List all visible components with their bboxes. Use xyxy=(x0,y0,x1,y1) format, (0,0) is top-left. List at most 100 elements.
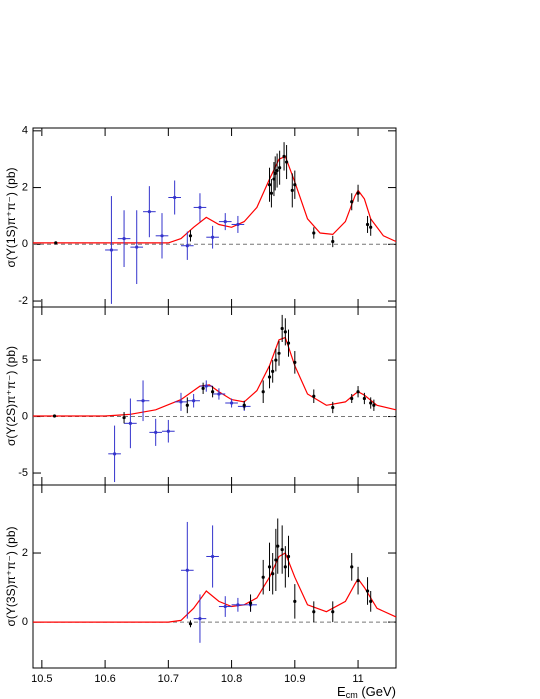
data-point xyxy=(350,200,354,204)
data-point xyxy=(356,191,360,195)
data-point xyxy=(52,414,57,418)
y-tick-label: 0 xyxy=(22,616,28,628)
data-point xyxy=(198,205,202,210)
y-axis-label: σ(Υ(1S)π⁺π⁻) (pb) xyxy=(4,168,18,268)
plot-frame xyxy=(32,484,397,669)
data-point xyxy=(362,396,366,401)
x-tick-label: 10.9 xyxy=(284,673,305,685)
data-point xyxy=(369,401,373,405)
y-tick-label: 0 xyxy=(22,410,28,422)
data-point xyxy=(166,429,170,433)
data-point xyxy=(350,565,354,569)
data-point xyxy=(188,622,193,626)
x-tick-label: 10.8 xyxy=(221,673,242,685)
data-point xyxy=(350,396,354,401)
data-point xyxy=(147,210,151,214)
x-tick-label: 10.5 xyxy=(31,673,52,685)
data-point xyxy=(267,183,272,187)
data-point xyxy=(128,421,132,425)
data-point xyxy=(365,589,370,593)
y-tick-label: 2 xyxy=(22,181,28,193)
data-point xyxy=(223,220,227,224)
fit-curve xyxy=(33,155,397,244)
data-point xyxy=(236,222,240,227)
plot-frame xyxy=(32,306,397,486)
data-point xyxy=(274,358,278,362)
data-point xyxy=(204,384,208,388)
data-point xyxy=(229,401,234,405)
data-point xyxy=(109,248,114,252)
data-point xyxy=(236,603,240,607)
data-point xyxy=(312,394,316,398)
data-point xyxy=(274,558,278,562)
x-axis-label-part: cm xyxy=(346,690,358,699)
data-point xyxy=(331,405,335,410)
data-point xyxy=(275,168,279,173)
data-point xyxy=(261,575,265,579)
data-point xyxy=(198,617,202,621)
data-point xyxy=(369,225,373,229)
data-point xyxy=(283,330,287,334)
data-point xyxy=(179,400,183,404)
data-point xyxy=(154,430,158,434)
data-point xyxy=(331,239,335,244)
data-point xyxy=(135,245,139,249)
y-tick-label: -2 xyxy=(18,295,28,307)
data-point xyxy=(277,351,281,355)
data-point xyxy=(365,222,370,227)
y-axis-label: σ(Υ(3S)π⁺π⁻) (pb) xyxy=(4,527,18,627)
data-point xyxy=(280,547,284,552)
plot-frame xyxy=(32,127,397,308)
data-point xyxy=(185,568,189,572)
data-point xyxy=(211,554,215,559)
x-axis-label: Ecm (GeV) xyxy=(337,684,396,699)
y-axis-label: σ(Υ(2S)π⁺π⁻) (pb) xyxy=(4,346,18,446)
data-point xyxy=(273,171,277,175)
x-tick-label: 11 xyxy=(352,673,363,685)
data-point xyxy=(267,565,272,569)
y-tick-label: -5 xyxy=(18,467,28,479)
fit-curve xyxy=(33,552,397,623)
data-point xyxy=(282,154,286,158)
data-point xyxy=(372,403,376,407)
data-point xyxy=(356,390,360,394)
data-point xyxy=(122,416,126,420)
data-point xyxy=(54,241,58,245)
data-point xyxy=(188,234,193,238)
data-point xyxy=(217,392,221,396)
data-point xyxy=(173,195,177,200)
data-point xyxy=(267,375,272,379)
x-tick-label: 10.6 xyxy=(94,673,115,685)
data-point xyxy=(141,399,145,403)
data-point xyxy=(242,403,246,407)
data-point xyxy=(286,341,291,345)
data-point xyxy=(276,544,280,548)
data-point xyxy=(271,369,275,373)
data-point xyxy=(286,554,291,559)
data-point xyxy=(122,237,126,241)
x-axis-label-part: E xyxy=(337,684,346,699)
data-point xyxy=(283,565,287,569)
y-tick-label: 5 xyxy=(22,354,28,366)
x-tick-label: 10.7 xyxy=(158,673,179,685)
data-point xyxy=(293,183,297,187)
data-point xyxy=(271,572,275,576)
data-point xyxy=(112,452,117,456)
data-point xyxy=(356,579,360,583)
data-point xyxy=(331,610,335,614)
y-tick-label: 4 xyxy=(22,125,28,137)
data-point xyxy=(369,599,373,603)
data-point xyxy=(201,386,205,390)
data-point xyxy=(248,601,253,605)
y-tick-label: 2 xyxy=(22,547,28,559)
data-point xyxy=(293,360,297,364)
data-point xyxy=(293,599,297,603)
data-point xyxy=(312,610,316,614)
data-point xyxy=(211,390,215,394)
data-point xyxy=(280,326,284,331)
data-point xyxy=(261,390,265,394)
data-point xyxy=(284,160,289,164)
data-point xyxy=(160,234,164,238)
data-point xyxy=(269,191,274,195)
